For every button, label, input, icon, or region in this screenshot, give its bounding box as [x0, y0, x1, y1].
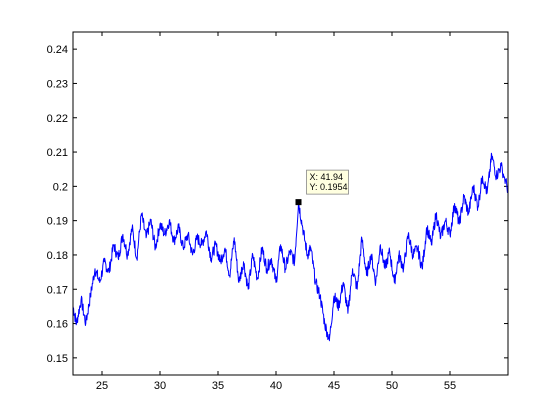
y-tick-label: 0.2: [53, 181, 68, 193]
y-tick-label: 0.18: [47, 250, 68, 262]
y-tick-label: 0.23: [47, 78, 68, 90]
series-line: [72, 152, 509, 342]
data-tip-y-label: Y: 0.1954: [310, 182, 348, 192]
data-cursor-tip[interactable]: X: 41.94 Y: 0.1954: [295, 169, 349, 206]
y-tick-label: 0.16: [47, 319, 68, 331]
axis-ticks: [73, 32, 508, 375]
y-tick-label: 0.21: [47, 147, 68, 159]
x-tick-label: 25: [96, 380, 108, 392]
x-tick-label: 55: [444, 380, 456, 392]
y-tick-label: 0.15: [47, 353, 68, 365]
x-tick-label: 40: [270, 380, 282, 392]
axis-tick-labels: 25 30 35 40 45 50 55 0.15 0.16 0.17 0.18 0.19 0.2 0.2…: [47, 44, 457, 392]
x-tick-label: 35: [212, 380, 224, 392]
x-tick-label: 50: [386, 380, 398, 392]
data-cursor-marker[interactable]: [295, 199, 302, 206]
data-tip-x-label: X: 41.94: [310, 172, 344, 182]
x-tick-label: 45: [328, 380, 340, 392]
y-tick-label: 0.22: [47, 113, 68, 125]
y-tick-label: 0.19: [47, 216, 68, 228]
axes-frame: [72, 31, 509, 376]
y-tick-label: 0.24: [47, 44, 68, 56]
plot-area: [73, 32, 508, 375]
x-tick-label: 30: [154, 380, 166, 392]
y-tick-label: 0.17: [47, 284, 68, 296]
data-tip-box: [306, 169, 349, 195]
